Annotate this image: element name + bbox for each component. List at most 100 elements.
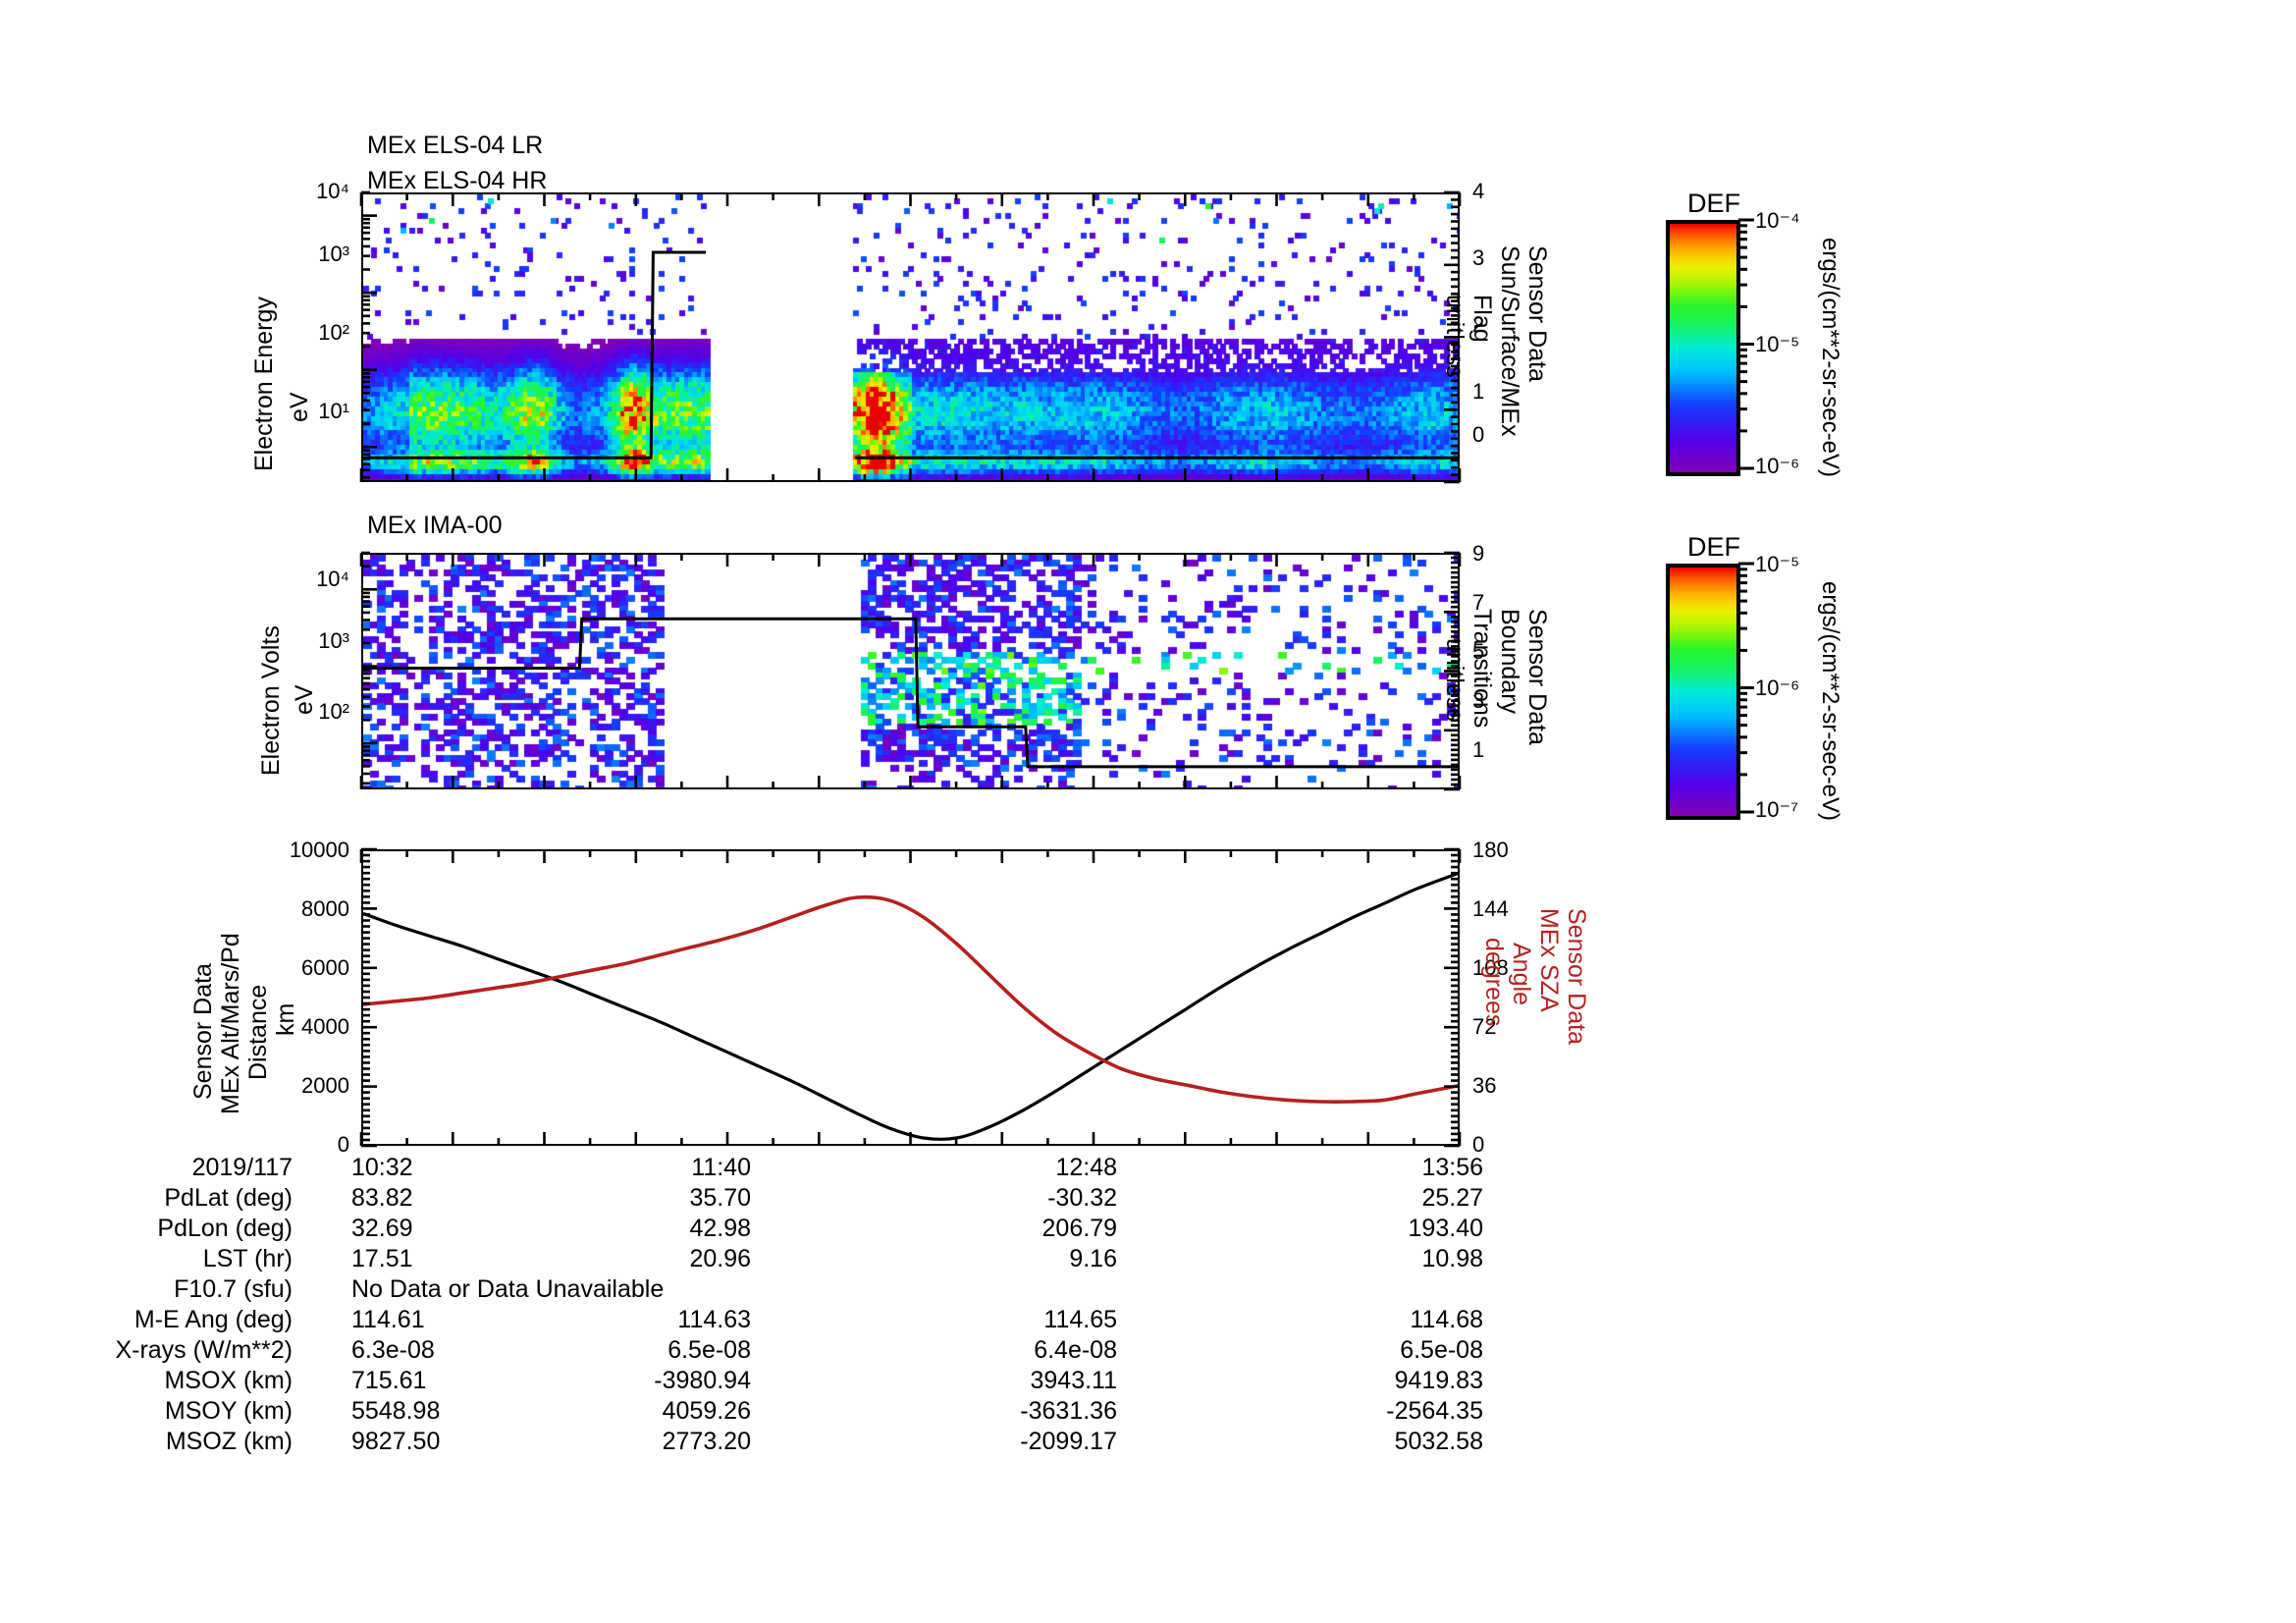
table-cell: -3631.36 xyxy=(1020,1397,1117,1425)
table-row-label: PdLat (deg) xyxy=(164,1184,293,1212)
panel3-axis-ticks xyxy=(359,847,1462,1148)
table-cell: 10.98 xyxy=(1421,1245,1483,1272)
panel3-ytick-2000: 2000 xyxy=(301,1073,349,1098)
table-row-label: PdLon (deg) xyxy=(157,1215,293,1242)
table-cell: 114.61 xyxy=(351,1306,425,1333)
colorbar2-top-label: 10⁻⁵ xyxy=(1755,552,1800,576)
panel2-right-tick-3: 3 xyxy=(1472,688,1485,713)
table-row-label: 2019/117 xyxy=(191,1154,293,1181)
table-cell: -30.32 xyxy=(1047,1184,1117,1212)
panel1-right-tick-1: 1 xyxy=(1472,379,1485,404)
panel1-ytick-1e4: 10⁴ xyxy=(316,179,349,203)
panel3-ytick-8000: 8000 xyxy=(301,896,349,921)
panel1-left-axis-title: Electron Energy xyxy=(250,297,280,471)
panel2-axis-ticks xyxy=(359,551,1462,791)
els-spectrogram-image xyxy=(363,194,1458,480)
table-cell: 4059.26 xyxy=(662,1397,751,1425)
panel2-ytick-1e2: 10² xyxy=(318,699,349,724)
table-cell: No Data or Data Unavailable xyxy=(351,1275,665,1303)
table-cell: 2773.20 xyxy=(662,1428,751,1455)
table-row: PdLon (deg) 32.69 42.98 206.79 193.40 xyxy=(0,1215,1483,1245)
table-cell: 35.70 xyxy=(689,1184,751,1212)
panel2-right-axis-title-line4: unitless xyxy=(1441,638,1468,722)
panel1-ytick-1e3: 10³ xyxy=(318,242,349,266)
colorbar1-gradient xyxy=(1670,224,1736,472)
table-cell: 6.3e-08 xyxy=(351,1336,435,1364)
table-row: 2019/117 10:32 11:40 12:48 13:56 xyxy=(0,1154,1483,1184)
table-cell: 114.68 xyxy=(1410,1306,1483,1333)
table-row: MSOZ (km) 9827.50 2773.20 -2099.17 5032.58 xyxy=(0,1428,1483,1458)
panel3-left-axis-title-line2: MEx Alt/Mars/Pd xyxy=(217,933,244,1114)
table-row-label: MSOY (km) xyxy=(164,1397,293,1425)
panel3-ytick-0: 0 xyxy=(337,1132,349,1157)
panel1-right-axis-title-line2: Sun/Surface/MEx xyxy=(1496,245,1523,437)
table-row: F10.7 (sfu) No Data or Data Unavailable xyxy=(0,1275,1472,1306)
table-row-label: MSOX (km) xyxy=(164,1367,293,1394)
panel2-right-axis-title-line3: Transitions xyxy=(1468,609,1496,729)
colorbar1-ticks xyxy=(1738,218,1754,470)
ephemeris-data-table: 2019/117 10:32 11:40 12:48 13:56 PdLat (deg) 8… xyxy=(0,1154,1483,1458)
table-row: M-E Ang (deg) 114.61 114.63 114.65 114.68 xyxy=(0,1306,1483,1336)
boundary-transitions-trace xyxy=(363,617,1458,769)
table-cell: 9827.50 xyxy=(351,1428,441,1455)
table-cell: 6.5e-08 xyxy=(667,1336,751,1364)
panel-orbit-geometry xyxy=(361,849,1460,1146)
panel3-right-tick-108: 108 xyxy=(1472,955,1509,980)
panel3-left-axis-title-line4: km xyxy=(272,1002,299,1036)
table-row-label: X-rays (W/m**2) xyxy=(115,1336,293,1364)
ima-spectrogram-image xyxy=(363,555,1458,787)
colorbar1-title: DEF xyxy=(1687,189,1740,218)
panel2-right-tick-1: 1 xyxy=(1472,737,1485,762)
table-cell: 11:40 xyxy=(691,1154,751,1181)
panel2-ytick-1e3: 10³ xyxy=(318,628,349,653)
panel3-ytick-10000: 10000 xyxy=(289,838,349,862)
table-row: PdLat (deg) 83.82 35.70 -30.32 25.27 xyxy=(0,1184,1483,1215)
panel1-right-tick-0: 0 xyxy=(1472,422,1485,447)
table-cell: 715.61 xyxy=(351,1367,427,1394)
table-cell: 12:48 xyxy=(1055,1154,1117,1181)
panel3-right-tick-180: 180 xyxy=(1472,838,1509,862)
panel2-label-ima: MEx IMA-00 xyxy=(367,512,503,539)
table-cell: -3980.94 xyxy=(654,1367,751,1394)
panel2-right-tick-9: 9 xyxy=(1472,541,1485,566)
panel3-right-tick-0: 0 xyxy=(1472,1132,1485,1157)
table-row-label: MSOZ (km) xyxy=(165,1428,293,1455)
panel2-left-axis-title: Electron Volts xyxy=(257,625,285,776)
table-cell: 6.4e-08 xyxy=(1034,1336,1117,1364)
colorbar2-gradient xyxy=(1670,568,1736,816)
table-row: X-rays (W/m**2) 6.3e-08 6.5e-08 6.4e-08 6.5e… xyxy=(0,1336,1483,1367)
colorbar2-bottom-label: 10⁻⁷ xyxy=(1755,797,1799,822)
sun-surface-flag-trace xyxy=(363,250,1458,460)
table-cell: 6.5e-08 xyxy=(1400,1336,1483,1364)
table-cell: 83.82 xyxy=(351,1184,413,1212)
panel1-right-tick-4: 4 xyxy=(1472,179,1485,203)
orbit-geometry-traces xyxy=(363,871,1458,1141)
panel3-right-tick-36: 36 xyxy=(1472,1073,1497,1098)
panel2-ytick-1e4: 10⁴ xyxy=(316,567,349,591)
colorbar1 xyxy=(1666,220,1740,476)
colorbar1-unit-label: ergs/(cm**2-sr-sec-eV) xyxy=(1817,238,1843,478)
colorbar1-bottom-label: 10⁻⁶ xyxy=(1755,454,1800,478)
panel1-left-axis-title-line1: Electron Energy xyxy=(250,297,278,471)
table-cell: 20.96 xyxy=(689,1245,751,1272)
table-row-label: LST (hr) xyxy=(202,1245,293,1272)
colorbar2-unit-label: ergs/(cm**2-sr-sec-eV) xyxy=(1817,581,1843,822)
table-cell: 114.63 xyxy=(677,1306,751,1333)
panel1-right-axis-title-line4: unitless xyxy=(1441,295,1468,378)
colorbar2-title: DEF xyxy=(1687,532,1740,562)
colorbar2-ticks xyxy=(1738,562,1754,814)
panel1-right-tick-3: 3 xyxy=(1472,245,1485,270)
table-cell: 42.98 xyxy=(689,1215,751,1242)
table-cell: 17.51 xyxy=(351,1245,413,1272)
panel1-ytick-1e2: 10² xyxy=(318,320,349,345)
table-cell: 5548.98 xyxy=(351,1397,441,1425)
panel2-right-tick-7: 7 xyxy=(1472,590,1485,615)
panel3-left-axis-title-line1: Sensor Data xyxy=(189,963,217,1100)
table-cell: 13:56 xyxy=(1421,1154,1483,1181)
table-row: MSOX (km) 715.61 -3980.94 3943.11 9419.83 xyxy=(0,1367,1483,1397)
colorbar1-mid-label: 10⁻⁵ xyxy=(1755,332,1800,356)
panel-els-spectrogram xyxy=(361,192,1460,482)
table-cell: 193.40 xyxy=(1408,1215,1483,1242)
table-cell: 3943.11 xyxy=(1030,1367,1117,1394)
panel2-right-tick-5: 5 xyxy=(1472,639,1485,664)
